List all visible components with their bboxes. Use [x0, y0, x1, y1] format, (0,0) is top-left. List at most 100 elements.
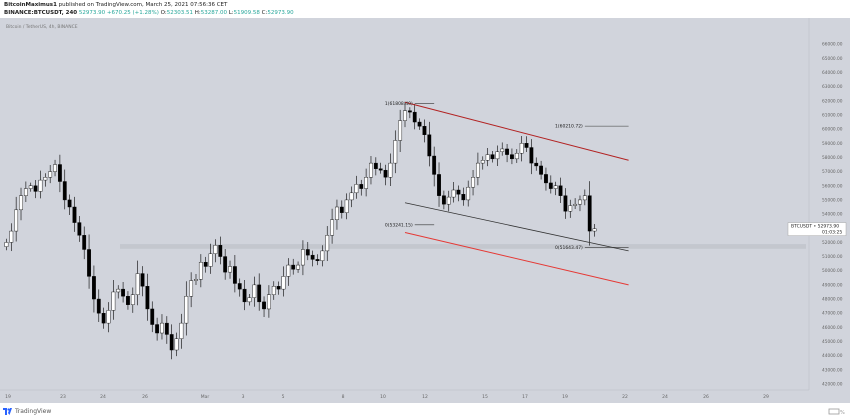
candle [388, 153, 393, 187]
high-value: 53287.00 [200, 10, 227, 16]
candle [126, 291, 130, 310]
author-name[interactable]: BitcoinMaximus1 [4, 2, 57, 8]
candle-body [262, 301, 266, 310]
x-tick-label: 3 [242, 394, 245, 400]
candle [500, 142, 505, 156]
candle-body [267, 294, 271, 310]
candle [38, 170, 43, 199]
candle [198, 254, 203, 288]
candle [301, 240, 305, 276]
candle [252, 276, 257, 307]
candle [407, 107, 412, 119]
candle [276, 281, 281, 295]
candle [558, 177, 563, 203]
candle [101, 307, 106, 329]
x-tick-label: 26 [703, 394, 709, 400]
candle-body [369, 162, 373, 178]
candle [189, 272, 194, 308]
x-tick-label: 12 [422, 394, 428, 400]
y-tick-label: 66000.00 [822, 42, 843, 48]
y-tick-label: 63000.00 [822, 84, 843, 90]
candle [378, 162, 383, 174]
trendline-lower[interactable] [404, 232, 629, 286]
candle-body [548, 182, 553, 189]
candle-body [72, 206, 77, 223]
candle [393, 130, 398, 174]
price-chart[interactable]: Bitcoin / TetherUS, 4h, BINANCE 1(61808.… [0, 18, 850, 403]
candle [247, 294, 252, 306]
candle-body [257, 284, 262, 303]
candle [121, 281, 125, 303]
candle-body [349, 192, 354, 201]
x-tick-label: 5 [282, 394, 285, 400]
candle [398, 109, 403, 153]
level-label: 0(51643.47) [555, 245, 583, 251]
candle-body [305, 249, 310, 256]
candle-body [57, 164, 62, 182]
candle-body [92, 276, 96, 300]
candle-body [232, 266, 237, 284]
candle [164, 316, 169, 344]
y-tick-label: 64000.00 [822, 70, 843, 76]
candle-body [592, 228, 597, 232]
candle [485, 147, 490, 167]
candle [262, 296, 266, 317]
x-tick-label: 26 [142, 394, 148, 400]
x-tick-label: 22 [622, 394, 628, 400]
candle-body [378, 168, 383, 171]
candle [359, 179, 364, 196]
candle [330, 208, 334, 244]
candle-body [271, 286, 276, 295]
candle-body [344, 199, 349, 213]
candle-body [417, 121, 422, 127]
candle [160, 314, 164, 340]
y-tick-label: 60000.00 [822, 127, 843, 133]
candle-body [393, 140, 398, 164]
publish-line: BitcoinMaximus1 published on TradingView… [4, 2, 227, 9]
candle-body [140, 273, 145, 287]
candle-body [111, 291, 116, 311]
candle [451, 182, 456, 203]
candle-body [77, 222, 82, 236]
trendline-middle[interactable] [404, 202, 629, 252]
candle-body [296, 264, 300, 270]
candle-body [451, 189, 456, 198]
published-text: published on TradingView.com, March 25, … [58, 2, 228, 8]
candle-body [67, 199, 72, 208]
y-tick-label: 51000.00 [822, 254, 843, 260]
candle-body [339, 206, 344, 213]
candle [57, 154, 62, 193]
trendline-upper[interactable] [404, 101, 629, 161]
candle-body [446, 196, 451, 205]
level-label: 1(61808.40) [385, 101, 413, 107]
candle-body [539, 165, 543, 175]
tradingview-logo[interactable]: TradingView [3, 408, 51, 415]
candle [534, 157, 539, 171]
y-tick-label: 43000.00 [822, 367, 843, 373]
candle [456, 185, 461, 202]
candle-body [335, 206, 339, 220]
candle-body [276, 286, 281, 290]
x-tick-label: 8 [342, 394, 345, 400]
candle [179, 313, 184, 349]
candle-body [218, 245, 223, 257]
candle-body [130, 294, 135, 305]
candle [67, 194, 72, 216]
candle [320, 245, 325, 267]
candle-body [524, 143, 529, 148]
scale-options-icon[interactable]: % [828, 407, 846, 416]
candle-body [184, 296, 189, 324]
candle [344, 193, 349, 220]
candle-body [4, 242, 9, 247]
last-price: 52973.90 [78, 10, 106, 16]
y-tick-label: 48000.00 [822, 297, 843, 303]
candle-body [160, 322, 164, 334]
candle [544, 167, 548, 191]
candle [354, 175, 359, 199]
candle [296, 261, 300, 273]
candle [514, 149, 519, 163]
candle-body [568, 205, 573, 212]
candle [4, 238, 9, 251]
candle-body [325, 235, 330, 252]
x-tick-label: 24 [662, 394, 668, 400]
